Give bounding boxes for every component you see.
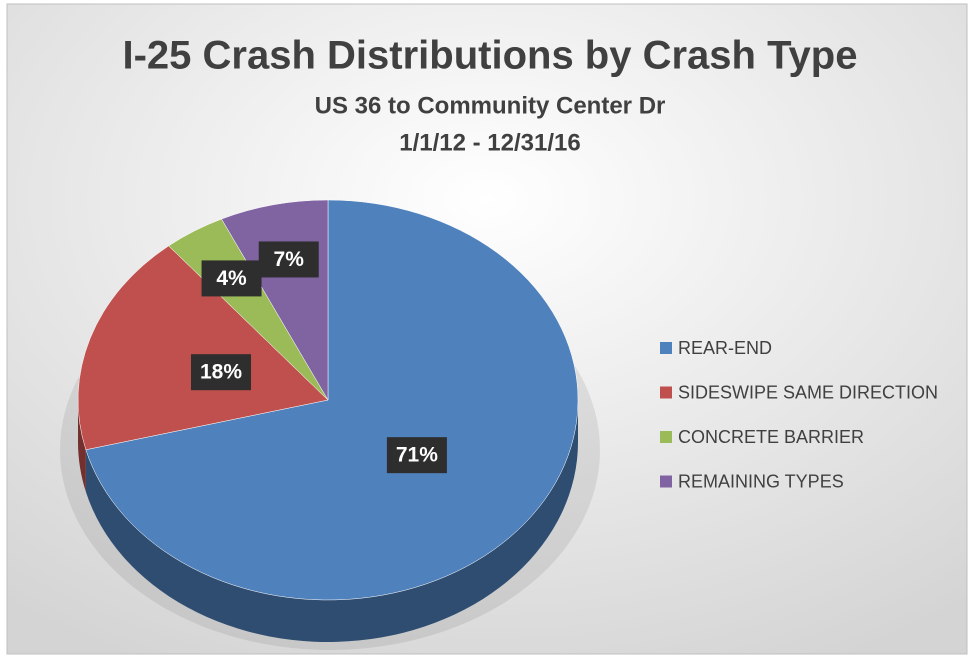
data-label-box (258, 241, 319, 278)
data-label-box (386, 437, 447, 474)
legend-swatch (660, 431, 672, 443)
pie-slice (85, 199, 579, 601)
legend-swatch (660, 386, 672, 399)
legend-swatch (660, 342, 672, 354)
legend-label: CONCRETE BARRIER (678, 427, 864, 447)
slice-side (78, 400, 86, 492)
chart-title: I-25 Crash Distributions by Crash Type (123, 34, 858, 78)
pie-slice (77, 245, 329, 451)
data-label-box (191, 354, 252, 391)
legend-label: REAR-END (678, 338, 772, 358)
legend-label: REMAINING TYPES (678, 471, 844, 491)
legend-label: SIDESWIPE SAME DIRECTION (678, 382, 938, 402)
data-label: 7% (274, 248, 305, 271)
slice-side (85, 400, 578, 642)
data-label: 4% (216, 267, 247, 290)
chart-subtitle: 1/1/12 - 12/31/16 (399, 129, 580, 156)
data-label: 18% (200, 361, 242, 384)
data-label-box (201, 260, 262, 297)
data-label: 71% (396, 444, 438, 467)
chart-subtitle: US 36 to Community Center Dr (315, 92, 666, 119)
legend-swatch (660, 475, 672, 488)
